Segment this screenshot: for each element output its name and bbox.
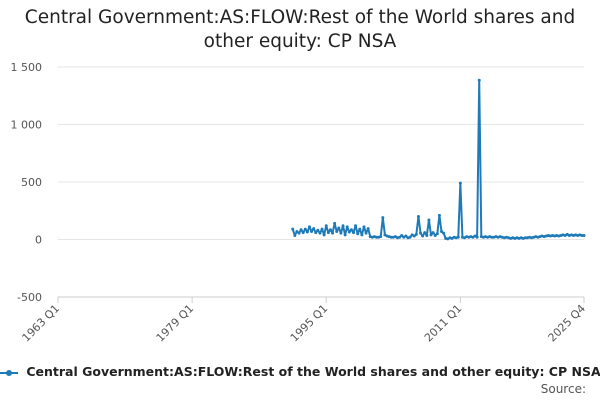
data-point[interactable] xyxy=(429,233,433,237)
data-point[interactable] xyxy=(347,230,351,234)
data-point[interactable] xyxy=(314,231,318,235)
data-point[interactable] xyxy=(442,231,446,235)
data-point[interactable] xyxy=(335,229,339,233)
data-point[interactable] xyxy=(297,231,301,235)
data-point[interactable] xyxy=(328,228,332,232)
data-point[interactable] xyxy=(414,232,418,236)
data-point[interactable] xyxy=(299,228,303,232)
data-point[interactable] xyxy=(412,234,416,238)
data-point[interactable] xyxy=(326,231,330,235)
legend-swatch xyxy=(0,369,18,376)
chart-title-line-1: Central Government:AS:FLOW:Rest of the W… xyxy=(24,7,576,28)
data-point[interactable] xyxy=(580,233,584,237)
y-tick-label: -500 xyxy=(17,291,42,304)
data-point[interactable] xyxy=(366,227,370,231)
data-point[interactable] xyxy=(425,233,429,237)
data-point[interactable] xyxy=(341,224,345,228)
data-point[interactable] xyxy=(582,233,586,237)
data-point[interactable] xyxy=(293,233,297,237)
data-point[interactable] xyxy=(349,228,353,232)
data-point[interactable] xyxy=(351,231,355,235)
y-tick-label: 1 500 xyxy=(11,61,43,74)
data-point[interactable] xyxy=(356,232,360,236)
data-point[interactable] xyxy=(318,231,322,235)
y-tick-label: 1 000 xyxy=(11,119,43,132)
data-point[interactable] xyxy=(379,235,383,239)
data-point[interactable] xyxy=(305,230,309,234)
data-point[interactable] xyxy=(389,235,393,239)
data-point[interactable] xyxy=(375,235,379,239)
data-point[interactable] xyxy=(419,231,423,235)
x-tick-label: 1995 Q1 xyxy=(288,302,331,345)
source-label: Source: xyxy=(540,382,586,396)
data-point[interactable] xyxy=(291,227,295,231)
data-point[interactable] xyxy=(360,233,364,237)
data-point[interactable] xyxy=(431,231,435,235)
data-point[interactable] xyxy=(364,231,368,235)
data-point[interactable] xyxy=(320,227,324,231)
data-point[interactable] xyxy=(423,231,427,235)
data-point[interactable] xyxy=(343,233,347,237)
data-point[interactable] xyxy=(477,78,481,82)
x-axis: 1963 Q1 1979 Q1 1995 Q1 2011 Q1 2025 Q4 xyxy=(20,296,589,345)
data-point[interactable] xyxy=(324,224,328,228)
data-point[interactable] xyxy=(333,221,337,225)
data-point[interactable] xyxy=(337,226,341,230)
data-point[interactable] xyxy=(339,231,343,235)
data-point[interactable] xyxy=(354,224,358,228)
data-point[interactable] xyxy=(331,231,335,235)
data-point[interactable] xyxy=(381,216,385,220)
data-point[interactable] xyxy=(316,228,320,232)
data-point[interactable] xyxy=(456,235,460,239)
data-point[interactable] xyxy=(408,235,412,239)
data-point[interactable] xyxy=(310,229,314,233)
x-tick-label: 2011 Q1 xyxy=(422,302,465,345)
data-point[interactable] xyxy=(301,231,305,235)
chart-title-line-2: other equity: CP NSA xyxy=(203,31,397,52)
data-point[interactable] xyxy=(307,225,311,229)
legend: Central Government:AS:FLOW:Rest of the W… xyxy=(0,364,600,379)
data-point[interactable] xyxy=(400,233,404,237)
data-point[interactable] xyxy=(490,235,494,239)
chart-title: Central Government:AS:FLOW:Rest of the W… xyxy=(0,6,600,54)
x-tick-label: 1963 Q1 xyxy=(20,302,63,345)
data-point[interactable] xyxy=(398,235,402,239)
data-point[interactable] xyxy=(362,225,366,229)
data-point[interactable] xyxy=(404,234,408,238)
y-axis: -500 0 500 1 000 1 500 xyxy=(11,61,43,304)
data-point[interactable] xyxy=(433,233,437,237)
x-tick-label: 1979 Q1 xyxy=(154,302,197,345)
data-point[interactable] xyxy=(475,235,479,239)
data-point[interactable] xyxy=(437,213,441,217)
data-point[interactable] xyxy=(312,227,316,231)
data-point[interactable] xyxy=(295,229,299,233)
data-point[interactable] xyxy=(427,218,431,222)
grid-lines xyxy=(58,66,584,298)
data-point[interactable] xyxy=(345,225,349,229)
y-tick-label: 0 xyxy=(35,234,42,247)
legend-label: Central Government:AS:FLOW:Rest of the W… xyxy=(26,364,600,379)
series-layer xyxy=(291,78,586,241)
y-tick-label: 500 xyxy=(21,176,42,189)
data-point[interactable] xyxy=(421,234,425,238)
data-point[interactable] xyxy=(416,215,420,218)
data-point[interactable] xyxy=(322,233,326,237)
data-point[interactable] xyxy=(458,181,462,185)
data-point[interactable] xyxy=(439,229,443,233)
data-point[interactable] xyxy=(358,227,362,231)
x-tick-label: 2025 Q4 xyxy=(546,302,589,345)
data-point[interactable] xyxy=(303,227,307,231)
data-point[interactable] xyxy=(523,236,527,240)
data-point[interactable] xyxy=(435,232,439,236)
